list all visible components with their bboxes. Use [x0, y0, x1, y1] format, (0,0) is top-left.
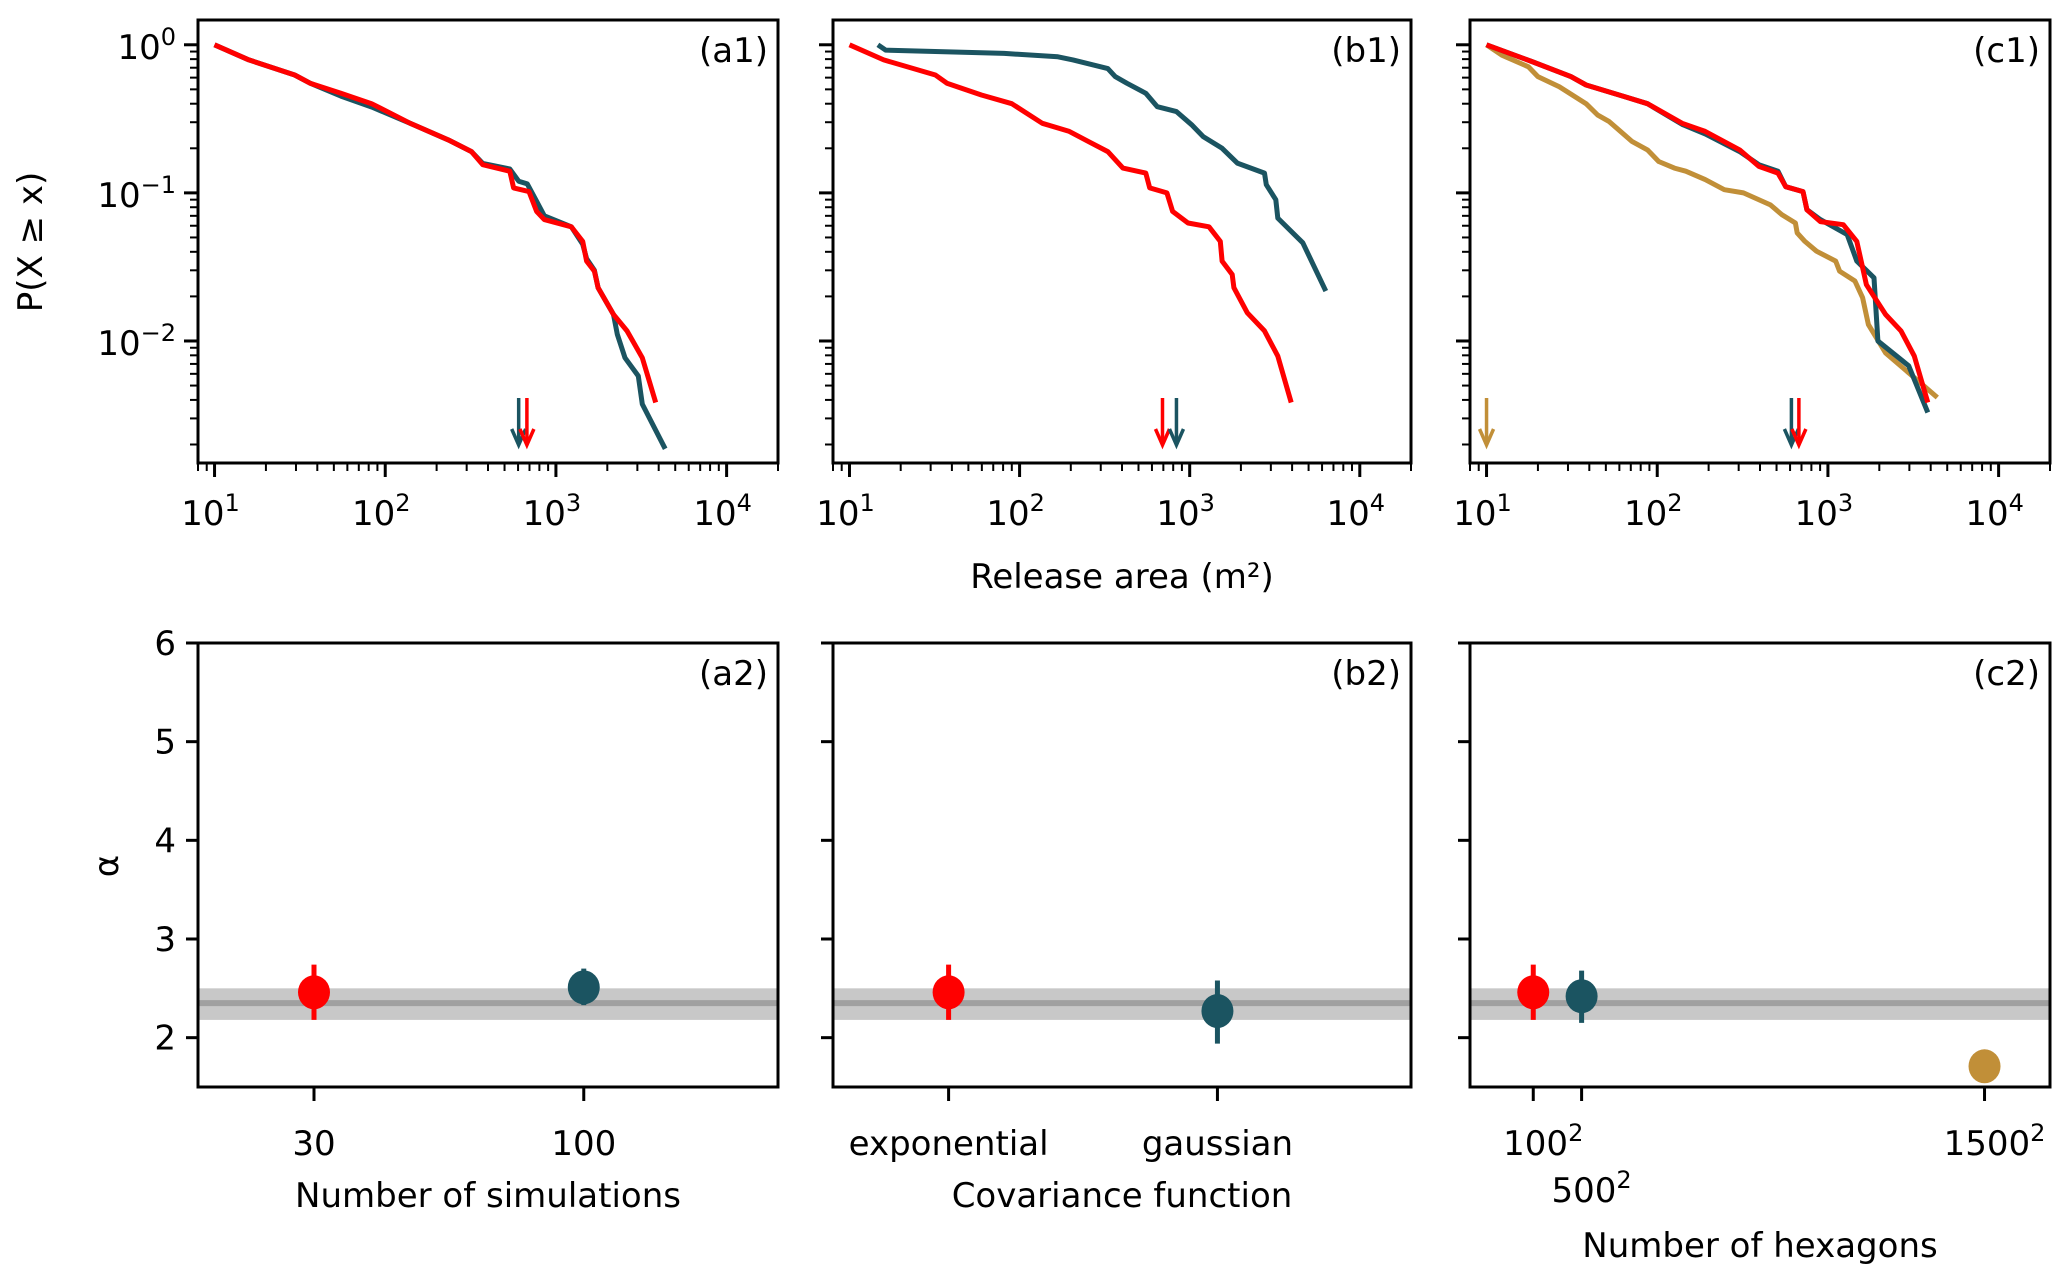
- arrow-head: [1477, 428, 1496, 450]
- series-line-red: [848, 42, 1294, 404]
- data-point-teal: [1565, 970, 1598, 1023]
- x-tick-label: 5002: [1552, 1166, 1632, 1211]
- x-axis-label: Covariance function: [952, 1176, 1293, 1216]
- series-line-gold: [1485, 42, 1939, 400]
- arrow-head: [518, 428, 536, 450]
- x-tick-label: 103: [1795, 489, 1854, 534]
- panel-b1: 101 102 103 104 (b1): [816, 18, 1413, 534]
- point-marker: [932, 975, 965, 1010]
- axes-frame: [196, 641, 780, 1089]
- axes-frame: [831, 18, 1413, 465]
- panel-a1: 101 102 103 104 100 10−1 10−2 (a1): [97, 18, 780, 534]
- data-point-red: [298, 964, 330, 1020]
- bottom-ylabel: α: [87, 855, 127, 877]
- point-marker: [1968, 1049, 2001, 1084]
- series-line-teal: [1485, 42, 1931, 414]
- arrow-marker-red: [1153, 398, 1172, 450]
- panel-label: (a2): [699, 654, 768, 694]
- data-point-red: [1517, 964, 1550, 1020]
- data-point-teal: [567, 968, 600, 1006]
- series-line-teal: [213, 42, 668, 450]
- arrow-head: [1790, 428, 1808, 450]
- y-tick-label: 5: [154, 723, 176, 763]
- y-tick-label: 4: [154, 821, 176, 861]
- x-tick-label: 102: [1624, 489, 1683, 534]
- top-xlabel: Release area (m²): [970, 557, 1274, 597]
- panel-label: (b2): [1331, 654, 1401, 694]
- axes-frame: [1468, 18, 2052, 465]
- x-tick-label: 30: [292, 1124, 335, 1164]
- data-point-teal: [1201, 980, 1234, 1044]
- y-tick-label: 6: [154, 624, 176, 664]
- x-tick-label: 101: [816, 489, 875, 534]
- point-marker: [1565, 979, 1598, 1014]
- arrow-marker-red: [1790, 398, 1808, 450]
- point-marker: [298, 975, 330, 1010]
- panel-label: (b1): [1331, 31, 1401, 71]
- panel-label: (c2): [1973, 654, 2040, 694]
- series-line-teal: [876, 42, 1329, 293]
- panel-c1: 101 102 103 104 (c1): [1453, 18, 2052, 534]
- data-point-gold: [1968, 1049, 2001, 1084]
- y-tick-label: 100: [117, 23, 176, 68]
- point-marker: [1201, 994, 1234, 1029]
- point-marker: [567, 970, 600, 1005]
- x-tick-label: 15002: [1944, 1119, 2046, 1164]
- x-tick-label: exponential: [849, 1124, 1049, 1164]
- panel-b2: exponential gaussian Covariance function (b…: [821, 641, 1413, 1216]
- x-tick-label: 101: [1453, 489, 1512, 534]
- x-tick-label: 104: [1327, 489, 1386, 534]
- y-tick-label: 2: [154, 1019, 176, 1059]
- x-tick-label: 101: [181, 489, 240, 534]
- x-tick-label: 103: [1156, 489, 1215, 534]
- panel-label: (c1): [1973, 31, 2040, 71]
- data-point-red: [932, 964, 965, 1020]
- x-axis-label: Number of simulations: [295, 1176, 681, 1216]
- x-tick-label: 100: [551, 1124, 616, 1164]
- y-tick-label: 10−2: [97, 319, 176, 364]
- x-tick-label: 104: [1965, 489, 2024, 534]
- x-tick-label: 102: [352, 489, 411, 534]
- y-tick-label: 10−1: [97, 171, 176, 216]
- axes-frame: [196, 18, 780, 465]
- panel-label: (a1): [699, 31, 768, 71]
- series-line-red: [1485, 42, 1931, 404]
- x-tick-label: 103: [523, 489, 582, 534]
- x-axis-label: Number of hexagons: [1582, 1226, 1937, 1266]
- arrow-marker-gold: [1477, 398, 1496, 450]
- x-tick-label: 102: [986, 489, 1045, 534]
- point-marker: [1517, 975, 1550, 1010]
- arrow-head: [1167, 428, 1186, 450]
- arrow-marker-teal: [1167, 398, 1186, 450]
- top-ylabel: P(X ≥ x): [11, 172, 51, 313]
- axes-frame: [831, 641, 1413, 1089]
- x-tick-label: gaussian: [1142, 1124, 1293, 1164]
- x-tick-label: 104: [693, 489, 752, 534]
- x-tick-label: 1002: [1503, 1119, 1583, 1164]
- arrow-head: [1153, 428, 1172, 450]
- arrow-marker-red: [518, 398, 536, 450]
- axes-frame: [1468, 641, 2052, 1089]
- series-line-red: [213, 42, 659, 404]
- panel-a2: 2 3 4 5 6 30 100 Number of simulations (a2): [154, 624, 780, 1216]
- y-tick-label: 3: [154, 920, 176, 960]
